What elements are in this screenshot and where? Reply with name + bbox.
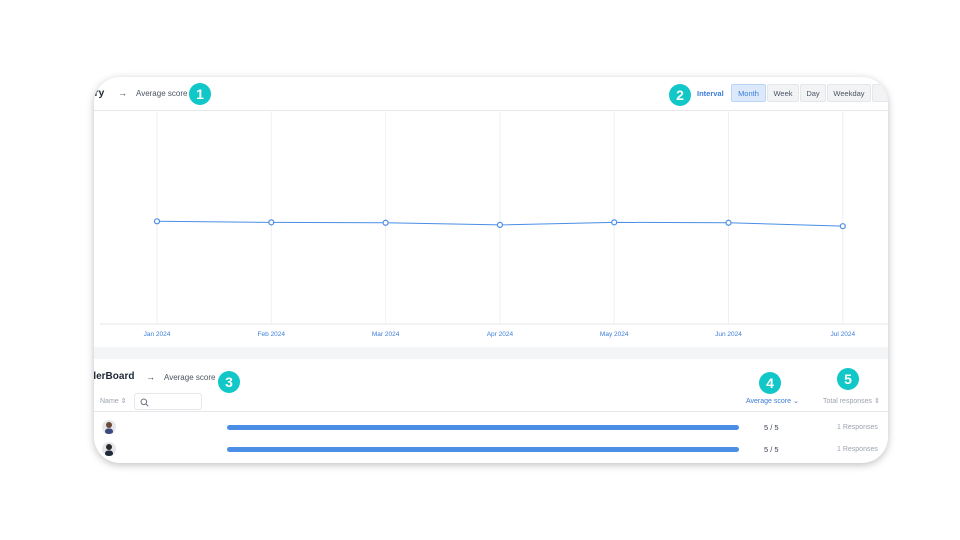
interval-more-button[interactable] — [872, 84, 888, 102]
data-point[interactable] — [611, 219, 618, 226]
history-arrow: → — [118, 88, 127, 98]
interval-week-button[interactable]: Week — [767, 84, 799, 102]
data-point[interactable] — [496, 221, 503, 229]
interval-weekday-button[interactable]: Weekday — [827, 84, 871, 102]
annotation-badge-5: 5 — [837, 368, 859, 390]
leaderboard-metric-selector[interactable]: Average score — [164, 373, 216, 382]
x-tick-label: Jul 2024 — [831, 331, 856, 338]
table-header-divider — [94, 411, 888, 412]
x-tick-label: Apr 2024 — [487, 331, 514, 338]
search-input[interactable] — [151, 396, 199, 408]
search-icon — [140, 398, 149, 407]
x-tick-label: Mar 2024 — [372, 331, 400, 338]
history-title: ory — [94, 87, 105, 99]
avatar — [102, 442, 116, 456]
data-point[interactable] — [268, 219, 275, 226]
section-gap — [94, 347, 888, 359]
score-bar — [227, 447, 739, 452]
x-tick-label: Feb 2024 — [258, 331, 286, 338]
user-avatar-icon — [105, 444, 113, 456]
total-responses-column-header[interactable]: Total responses ⇕ — [823, 398, 880, 405]
row-score: 5 / 5 — [764, 445, 779, 454]
score-bar — [227, 425, 739, 430]
data-point[interactable] — [839, 223, 846, 230]
user-avatar-icon — [105, 422, 113, 434]
leaderboard-title: derBoard — [94, 371, 135, 382]
average-score-column-header[interactable]: Average score ⌄ — [746, 398, 799, 405]
x-tick-label: Jan 2024 — [144, 331, 171, 338]
interval-label: Interval — [697, 89, 724, 98]
dashboard-card: ory → Average score Interval Month Week … — [94, 77, 888, 463]
history-metric-selector[interactable]: Average score — [136, 89, 188, 98]
average-score-line-chart: Jan 2024 Feb 2024 Mar 2024 Apr 2024 May 2024… — [100, 110, 888, 338]
annotation-badge-4: 4 — [759, 372, 781, 394]
header-divider — [94, 110, 888, 111]
annotation-badge-2: 2 — [669, 84, 691, 106]
name-column-header[interactable]: Name ⇕ — [100, 398, 127, 405]
data-point[interactable] — [725, 219, 732, 226]
data-point[interactable] — [382, 219, 389, 226]
row-responses: 1 Responses — [837, 424, 878, 431]
data-point[interactable] — [153, 218, 161, 225]
row-responses: 1 Responses — [837, 446, 878, 453]
leaderboard-arrow: → — [146, 372, 155, 382]
avatar — [102, 420, 116, 434]
row-score: 5 / 5 — [764, 423, 779, 432]
interval-month-button[interactable]: Month — [731, 84, 766, 102]
x-tick-label: May 2024 — [600, 331, 629, 338]
name-search-box[interactable] — [134, 393, 202, 410]
interval-day-button[interactable]: Day — [800, 84, 826, 102]
x-tick-label: Jun 2024 — [715, 331, 742, 338]
annotation-badge-3: 3 — [218, 371, 240, 393]
annotation-badge-1: 1 — [189, 83, 211, 105]
